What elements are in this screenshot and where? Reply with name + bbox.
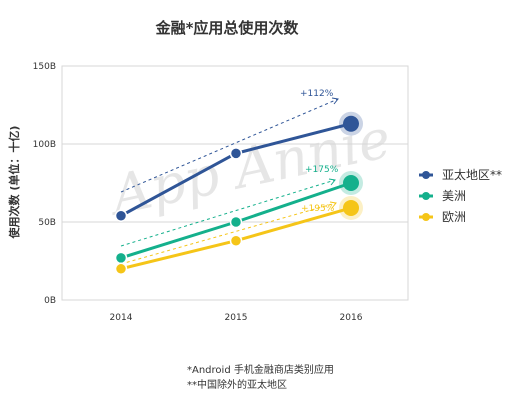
- data-point-美洲-2014: [114, 251, 128, 265]
- chart-title: 金融*应用总使用次数: [155, 19, 300, 37]
- plot-border: [61, 65, 409, 301]
- trend-arrow-美洲: [328, 178, 336, 186]
- footnote-1: *Android 手机金融商店类别应用: [187, 363, 334, 376]
- y-axis-label: 使用次数 (单位：十亿): [7, 126, 21, 240]
- data-point-美洲-2016: [343, 175, 359, 191]
- y-tick-label: 150B: [33, 62, 56, 72]
- trend-arrow-欧洲: [329, 201, 337, 209]
- y-axis-ticks: 0B 50B 100B 150B: [33, 62, 56, 306]
- trend-arrow-亚太地区: [331, 97, 339, 105]
- data-point-亚太地区-2014: [114, 209, 128, 223]
- legend-label-美洲: 美洲: [442, 189, 466, 203]
- y-tick-label: 100B: [33, 140, 56, 150]
- data-point-欧洲-2015: [229, 234, 243, 247]
- x-tick-label-2014: 2014: [110, 313, 133, 323]
- growth-label-美洲: +175%: [305, 165, 339, 175]
- x-tick-label-2016: 2016: [340, 313, 363, 323]
- footnote-2: **中国除外的亚太地区: [187, 378, 287, 391]
- series-points: [114, 111, 363, 276]
- growth-annotations: +112% +175% +195%: [300, 89, 339, 214]
- data-point-亚太地区-2016: [343, 115, 359, 132]
- data-point-欧洲-2014: [114, 262, 128, 276]
- growth-label-欧洲: +195%: [301, 204, 335, 214]
- legend-label-欧洲: 欧洲: [442, 210, 466, 224]
- trend-lines: [120, 97, 339, 265]
- y-tick-label: 0B: [44, 296, 56, 306]
- legend-label-亚太地区: 亚太地区**: [442, 167, 502, 182]
- data-point-美洲-2015: [229, 215, 243, 229]
- legend-marker-美洲: [422, 192, 430, 200]
- x-tick-label-2015: 2015: [225, 313, 248, 323]
- data-point-亚太地区-2015: [229, 147, 243, 160]
- growth-label-亚太地区: +112%: [300, 89, 334, 99]
- data-point-欧洲-2016: [343, 199, 359, 216]
- legend-marker-亚太地区: [422, 171, 430, 179]
- legend-marker-欧洲: [422, 213, 430, 221]
- trend-line-欧洲: [120, 202, 337, 265]
- x-axis-ticks: 2014 2015 2016: [110, 313, 363, 323]
- y-tick-label: 50B: [38, 218, 56, 228]
- trend-line-美洲: [120, 179, 336, 247]
